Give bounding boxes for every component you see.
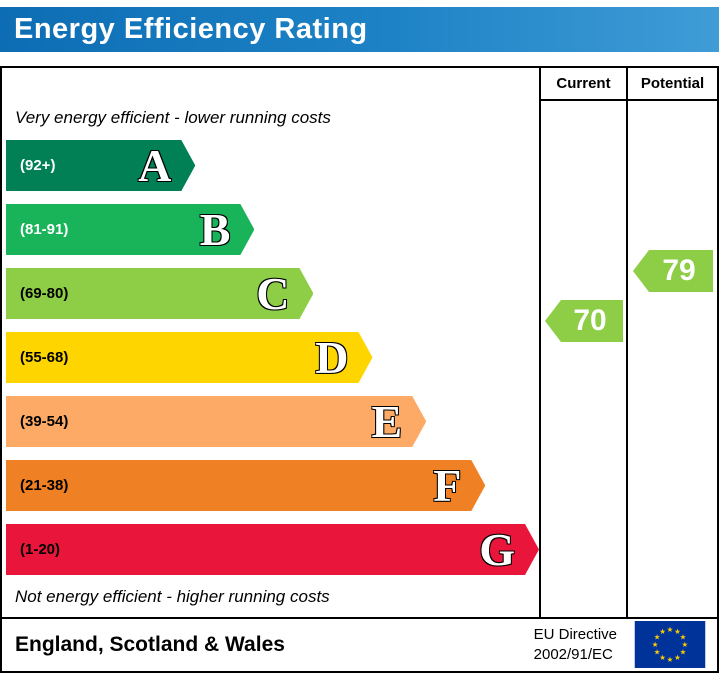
bottom-note: Not energy efficient - higher running co…: [15, 587, 330, 606]
title-banner: Energy Efficiency Rating: [0, 7, 719, 52]
band-f-range: (21-38): [20, 477, 69, 494]
current-column-header: Current: [541, 68, 626, 101]
top-note: Very energy efficient - lower running co…: [15, 108, 331, 127]
band-f: (21-38) F: [6, 460, 485, 511]
band-a-letter: A: [138, 139, 172, 191]
band-e: (39-54) E: [6, 396, 426, 447]
potential-column-header: Potential: [628, 68, 717, 101]
band-g-letter: G: [479, 523, 515, 575]
svg-text:★: ★: [654, 647, 661, 656]
svg-text:★: ★: [652, 640, 659, 649]
svg-text:★: ★: [674, 653, 681, 662]
svg-text:★: ★: [659, 627, 666, 636]
footer: England, Scotland & Wales EU Directive 2…: [2, 619, 717, 670]
band-d: (55-68) D: [6, 332, 373, 383]
band-c: (69-80) C: [6, 268, 313, 319]
band-f-letter: F: [433, 459, 462, 511]
rating-table: Very energy efficient - lower running co…: [2, 68, 717, 619]
current-rating-value: 70: [573, 304, 607, 337]
band-g: (1-20) G: [6, 524, 539, 575]
svg-text:★: ★: [680, 647, 687, 656]
potential-rating-pointer: 79: [633, 250, 713, 292]
svg-text:★: ★: [680, 633, 687, 642]
band-e-range: (39-54): [20, 413, 69, 430]
current-rating-pointer: 70: [545, 300, 623, 342]
band-a: (92+) A: [6, 140, 195, 191]
band-d-letter: D: [315, 331, 349, 383]
band-a-range: (92+): [20, 157, 56, 174]
svg-text:★: ★: [674, 627, 681, 636]
svg-text:★: ★: [667, 625, 674, 634]
band-b-range: (81-91): [20, 221, 69, 238]
eu-directive-label: EU Directive 2002/91/EC: [534, 625, 617, 664]
eu-directive-line2: 2002/91/EC: [533, 645, 613, 663]
svg-text:★: ★: [654, 633, 661, 642]
svg-text:★: ★: [667, 655, 674, 664]
page-title: Energy Efficiency Rating: [14, 13, 368, 45]
eu-directive-line1: EU Directive: [533, 626, 617, 643]
band-b-letter: B: [199, 203, 231, 255]
band-c-range: (69-80): [20, 285, 69, 302]
band-b: (81-91) B: [6, 204, 254, 255]
region-label: England, Scotland & Wales: [15, 632, 285, 656]
current-column: Current 70: [539, 68, 626, 617]
band-d-range: (55-68): [20, 349, 69, 366]
rating-scale-area: Very energy efficient - lower running co…: [2, 68, 539, 617]
epc-chart-frame: Very energy efficient - lower running co…: [0, 66, 719, 673]
potential-column: Potential 79: [626, 68, 717, 617]
svg-text:★: ★: [682, 640, 689, 649]
potential-rating-value: 79: [662, 254, 696, 287]
eu-flag-icon: ★ ★ ★ ★ ★ ★ ★ ★ ★ ★ ★ ★: [634, 621, 706, 668]
svg-text:★: ★: [659, 653, 666, 662]
band-g-range: (1-20): [20, 541, 61, 558]
band-e-letter: E: [371, 395, 403, 447]
band-c-letter: C: [256, 267, 290, 319]
